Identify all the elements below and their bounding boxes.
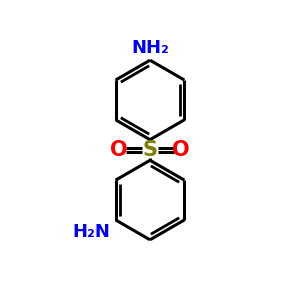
Text: H₂N: H₂N <box>72 223 110 241</box>
Text: O: O <box>172 140 190 160</box>
Text: O: O <box>110 140 128 160</box>
Text: S: S <box>142 140 158 160</box>
Text: NH₂: NH₂ <box>131 39 169 57</box>
